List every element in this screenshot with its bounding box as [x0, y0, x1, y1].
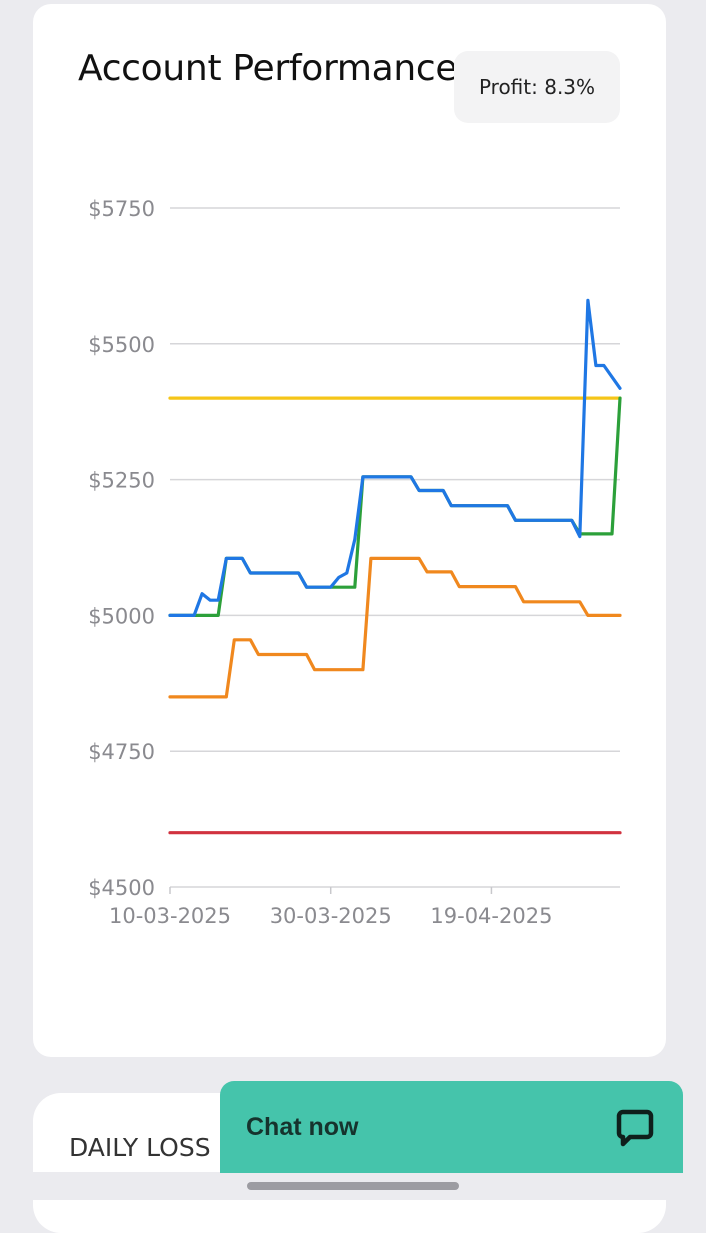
performance-card	[33, 4, 666, 1057]
daily-loss-title: DAILY LOSS	[69, 1133, 211, 1162]
reference-lines	[168, 396, 622, 835]
y-tick-label: $5000	[88, 604, 155, 628]
chat-bubble-icon	[616, 1109, 654, 1147]
home-indicator	[247, 1182, 459, 1190]
y-tick-label: $4750	[88, 740, 155, 764]
x-tick-label: 30-03-2025	[270, 904, 392, 928]
series-line	[168, 396, 622, 618]
y-tick-label: $4500	[88, 876, 155, 900]
axis-labels: $4500 $4750 $5000 $5250 $5500 $5750 10-03-2025…	[88, 197, 552, 928]
y-tick-label: $5250	[88, 469, 155, 493]
profit-badge: Profit: 8.3%	[454, 51, 620, 123]
series-line	[168, 556, 622, 699]
grid-lines	[170, 207, 620, 888]
y-tick-label: $5750	[88, 197, 155, 221]
y-tick-label: $5500	[88, 333, 155, 357]
page-title: Account Performance	[78, 48, 458, 89]
chat-now-label: Chat now	[246, 1112, 359, 1141]
x-tick-label: 10-03-2025	[109, 904, 231, 928]
x-tick-label: 19-04-2025	[430, 904, 552, 928]
x-axis	[169, 887, 493, 894]
chat-now-button[interactable]: Chat now	[220, 1081, 683, 1173]
performance-chart: $4500 $4750 $5000 $5250 $5500 $5750 10-03-2025…	[88, 197, 622, 928]
series-lines	[168, 298, 622, 699]
series-line	[168, 298, 622, 618]
